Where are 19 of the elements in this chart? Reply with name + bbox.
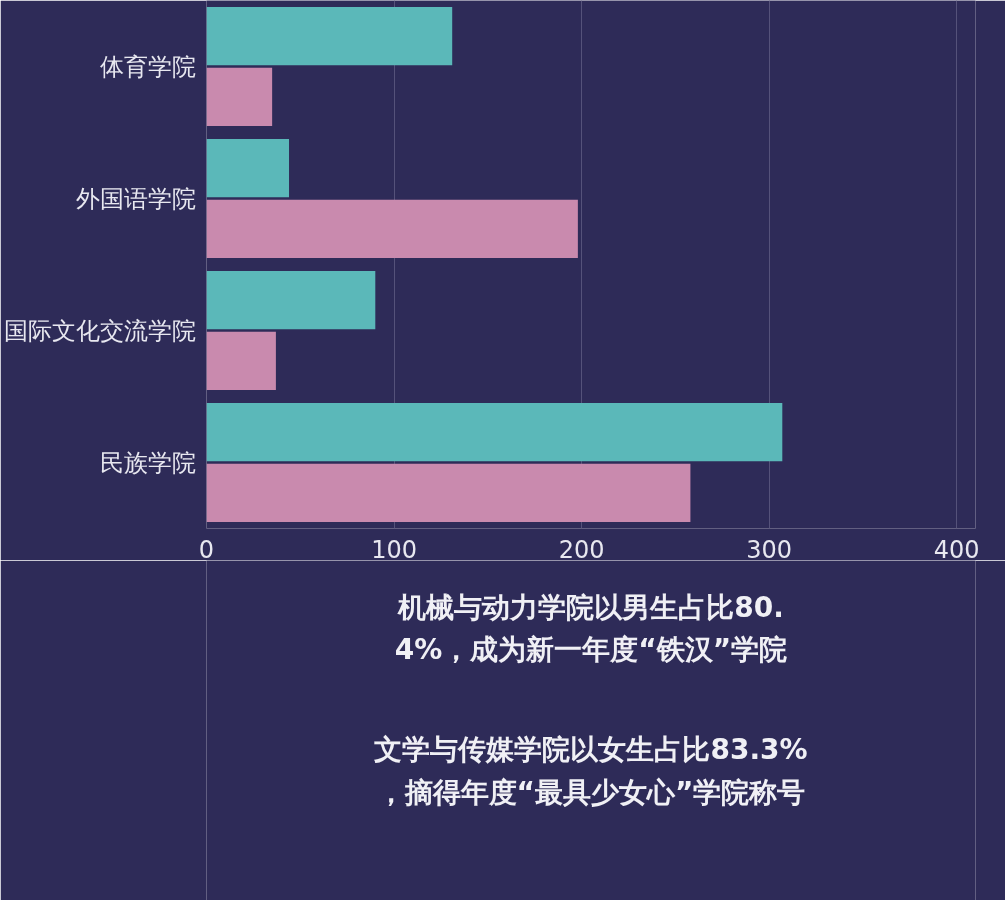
x-tick-label: 300 bbox=[746, 535, 793, 564]
bar bbox=[206, 331, 276, 390]
bar bbox=[206, 199, 578, 258]
bar bbox=[206, 7, 453, 66]
bar bbox=[206, 67, 273, 126]
x-tick-label: 200 bbox=[558, 535, 605, 564]
x-tick-label: 100 bbox=[371, 535, 417, 564]
bar bbox=[206, 403, 783, 462]
y-tick-label: 国际文化交流学院 bbox=[3, 316, 196, 345]
bar bbox=[206, 139, 290, 198]
y-tick-label: 民族学院 bbox=[99, 448, 196, 477]
x-tick-label: 400 bbox=[933, 535, 980, 564]
bar bbox=[206, 463, 691, 522]
bar bbox=[206, 271, 376, 330]
text: 文学与传媒学院以女生占比83.3%，摘得年度“最具少女心”学院称号 bbox=[374, 733, 808, 810]
y-tick-label: 体育学院 bbox=[99, 52, 196, 81]
text: 机械与动力学院以男生占比80.4%，成为新一年度“铁汉”学院 bbox=[394, 590, 788, 667]
y-tick-label: 外国语学院 bbox=[75, 184, 196, 213]
x-tick-label: 0 bbox=[198, 535, 215, 564]
